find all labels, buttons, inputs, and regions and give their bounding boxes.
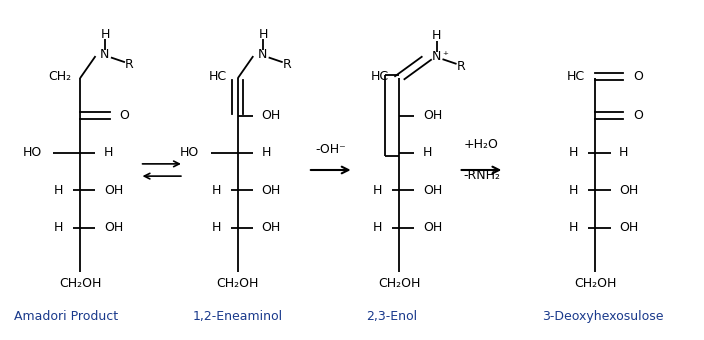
Text: 1,2-Eneaminol: 1,2-Eneaminol <box>193 310 283 323</box>
Text: H: H <box>569 147 579 159</box>
Text: OH: OH <box>423 109 442 122</box>
Text: H: H <box>569 184 579 197</box>
Text: H: H <box>104 147 113 159</box>
Text: H: H <box>373 184 382 197</box>
Text: HC: HC <box>567 70 585 83</box>
Text: OH: OH <box>104 184 123 197</box>
Text: O: O <box>120 109 130 122</box>
Text: H: H <box>262 147 271 159</box>
Text: H: H <box>423 147 432 159</box>
Text: N: N <box>258 48 267 61</box>
Text: H: H <box>373 221 382 234</box>
Text: CH₂OH: CH₂OH <box>217 277 259 290</box>
Text: +H₂O: +H₂O <box>464 138 499 151</box>
Text: CH₂: CH₂ <box>49 70 72 83</box>
Text: O: O <box>633 70 643 83</box>
Text: -RNH₂: -RNH₂ <box>463 169 500 182</box>
Text: ⁺: ⁺ <box>443 51 448 62</box>
Text: HO: HO <box>180 147 199 159</box>
Text: HO: HO <box>23 147 42 159</box>
Text: -OH⁻: -OH⁻ <box>315 143 346 156</box>
Text: H: H <box>212 221 221 234</box>
Text: H: H <box>258 28 268 40</box>
Text: H: H <box>54 184 63 197</box>
Text: HC: HC <box>370 70 389 83</box>
Text: HC: HC <box>209 70 227 83</box>
Text: OH: OH <box>262 184 281 197</box>
Text: Amadori Product: Amadori Product <box>14 310 118 323</box>
Text: OH: OH <box>262 109 281 122</box>
Text: O: O <box>633 109 643 122</box>
Text: OH: OH <box>620 221 639 234</box>
Text: OH: OH <box>423 184 442 197</box>
Text: H: H <box>54 221 63 234</box>
Text: R: R <box>125 58 134 71</box>
Text: R: R <box>456 60 465 73</box>
Text: OH: OH <box>104 221 123 234</box>
Text: CH₂OH: CH₂OH <box>574 277 617 290</box>
Text: CH₂OH: CH₂OH <box>59 277 101 290</box>
Text: OH: OH <box>620 184 639 197</box>
Text: OH: OH <box>262 221 281 234</box>
Text: 2,3-Enol: 2,3-Enol <box>367 310 417 323</box>
Text: N: N <box>432 50 441 63</box>
Text: 3-Deoxyhexosulose: 3-Deoxyhexosulose <box>541 310 663 323</box>
Text: H: H <box>432 29 441 42</box>
Text: CH₂OH: CH₂OH <box>378 277 420 290</box>
Text: N: N <box>100 48 109 61</box>
Text: OH: OH <box>423 221 442 234</box>
Text: H: H <box>620 147 629 159</box>
Text: H: H <box>569 221 579 234</box>
Text: R: R <box>282 58 291 71</box>
Text: H: H <box>101 28 110 40</box>
Text: H: H <box>212 184 221 197</box>
